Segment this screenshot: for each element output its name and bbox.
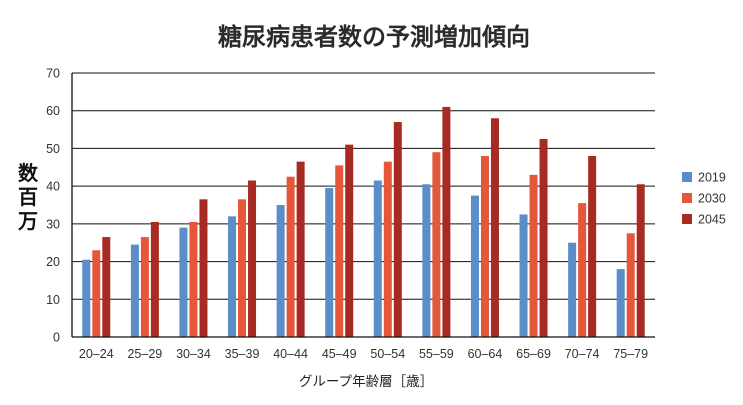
bar-2030-40–44 — [286, 176, 295, 337]
y-tick-labels: 0 10 20 30 40 50 60 70 — [46, 67, 60, 345]
y-tick-label: 60 — [46, 104, 60, 118]
y-tick-label: 40 — [46, 180, 60, 194]
bar-2045-35–39 — [248, 180, 257, 337]
bar-2045-50–54 — [393, 122, 402, 337]
x-tick-label: 60–64 — [468, 347, 503, 361]
x-tick-label: 45–49 — [322, 347, 357, 361]
y-axis-label-char: 万 — [17, 209, 38, 233]
x-tick-label: 25–29 — [127, 347, 162, 361]
bar-2030-25–29 — [140, 237, 149, 337]
legend-swatch-2019 — [682, 172, 692, 182]
x-tick-label: 70–74 — [565, 347, 600, 361]
legend-label-2030: 2030 — [698, 192, 726, 206]
bar-2019-55–59 — [422, 184, 431, 337]
x-tick-label: 55–59 — [419, 347, 454, 361]
y-tick-label: 30 — [46, 217, 60, 231]
bar-2045-25–29 — [150, 221, 159, 337]
bar-2045-30–34 — [199, 199, 208, 337]
bar-2019-40–44 — [276, 205, 285, 337]
legend-swatch-2030 — [682, 193, 692, 203]
x-tick-label: 35–39 — [225, 347, 260, 361]
bar-2019-45–49 — [325, 188, 334, 337]
bar-2030-75–79 — [626, 233, 635, 337]
bars — [82, 106, 645, 337]
bar-2019-35–39 — [228, 216, 237, 337]
bar-2045-55–59 — [442, 106, 451, 337]
bar-2030-35–39 — [238, 199, 247, 337]
y-axis-label-char: 数 — [18, 161, 39, 185]
y-axis-label-char: 百 — [18, 185, 38, 209]
chart-title: 糖尿病患者数の予測増加傾向 — [218, 23, 530, 51]
bar-2019-20–24 — [82, 259, 91, 337]
x-tick-labels: 20–24 25–29 30–34 35–39 40–44 45–49 50–54 55–59… — [79, 347, 648, 361]
y-tick-label: 20 — [46, 255, 60, 269]
legend: 2019 2030 2045 — [682, 171, 726, 227]
bar-2030-60–64 — [480, 155, 489, 337]
x-axis-label: グループ年齢層［歳］ — [299, 374, 433, 390]
x-tick-label: 20–24 — [79, 347, 114, 361]
x-tick-label: 50–54 — [370, 347, 405, 361]
y-tick-label: 0 — [53, 331, 60, 345]
bar-2030-45–49 — [335, 165, 344, 337]
bar-2030-20–24 — [92, 250, 101, 337]
x-tick-label: 40–44 — [273, 347, 308, 361]
bar-2019-65–69 — [519, 214, 528, 337]
gridlines — [72, 72, 655, 300]
bar-2045-70–74 — [588, 155, 597, 337]
bar-2019-75–79 — [616, 269, 625, 337]
bar-2030-65–69 — [529, 174, 538, 337]
bar-2045-45–49 — [345, 144, 354, 337]
bar-2045-75–79 — [636, 184, 645, 337]
legend-label-2019: 2019 — [698, 171, 726, 185]
x-tick-label: 30–34 — [176, 347, 211, 361]
x-tick-label: 65–69 — [516, 347, 551, 361]
bar-2019-30–34 — [179, 227, 188, 337]
bar-2019-60–64 — [470, 195, 479, 337]
bar-2045-20–24 — [102, 237, 111, 337]
y-tick-label: 10 — [46, 293, 60, 307]
bar-2019-70–74 — [568, 242, 577, 337]
bar-2045-60–64 — [490, 118, 499, 337]
bar-2045-65–69 — [539, 139, 548, 337]
bar-2019-50–54 — [373, 180, 382, 337]
bar-2045-40–44 — [296, 161, 305, 337]
x-tick-label: 75–79 — [613, 347, 648, 361]
bar-2019-25–29 — [130, 244, 139, 337]
y-axis-label: 数百万 — [17, 161, 39, 233]
bar-2030-30–34 — [189, 221, 198, 337]
y-tick-label: 50 — [46, 142, 60, 156]
bar-2030-70–74 — [578, 203, 587, 337]
legend-swatch-2045 — [682, 214, 692, 224]
bar-2030-55–59 — [432, 152, 441, 337]
legend-label-2045: 2045 — [698, 213, 726, 227]
y-tick-label: 70 — [46, 67, 60, 81]
bar-2030-50–54 — [383, 161, 392, 337]
